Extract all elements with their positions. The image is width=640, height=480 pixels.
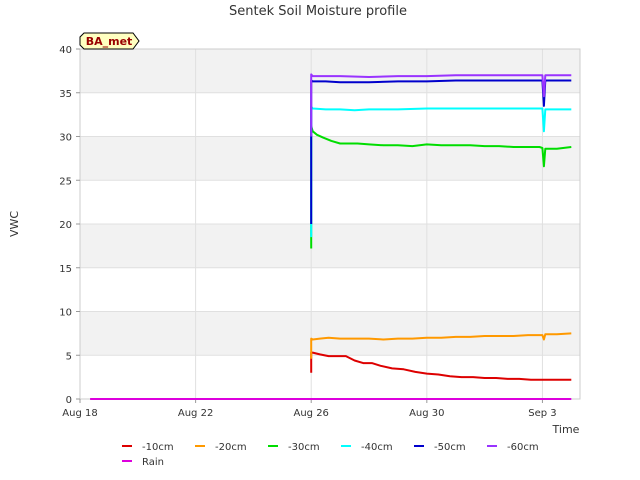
series-line-60cm [310, 73, 572, 137]
legend-label: Rain [142, 457, 164, 468]
series-line-40cm [310, 105, 572, 238]
y-tick-label: 20 [59, 220, 72, 231]
series-line-20cm [310, 332, 572, 359]
x-tick-label: Aug 26 [293, 408, 328, 419]
legend-label: -30cm [288, 442, 320, 453]
x-tick-label: Sep 3 [528, 408, 556, 419]
series-line-30cm [310, 125, 572, 249]
y-tick-label: 0 [66, 395, 72, 406]
background-band [80, 311, 580, 356]
x-tick-label: Aug 22 [178, 408, 213, 419]
legend-label: -50cm [434, 442, 466, 453]
x-axis-label: Time [552, 423, 580, 436]
site-label-box [79, 32, 140, 50]
legend-label: -20cm [215, 442, 247, 453]
y-tick-label: 30 [59, 133, 72, 144]
background-band [80, 49, 580, 93]
legend-label: -40cm [361, 442, 393, 453]
background-band [80, 224, 580, 268]
y-tick-label: 40 [59, 45, 72, 56]
y-tick-label: 5 [66, 351, 72, 362]
y-tick-label: 15 [59, 264, 72, 275]
y-tick-label: 10 [59, 308, 72, 319]
series-lines [90, 73, 572, 400]
chart-legend: -10cm -20cm -30cm -40cm -50cm -60cm Rain [122, 442, 539, 468]
plot-background-bands [80, 49, 580, 356]
y-axis-ticks: 0 5 10 15 20 25 30 35 40 [59, 45, 80, 406]
y-tick-label: 35 [59, 89, 72, 100]
background-band [80, 136, 580, 181]
x-axis-ticks: Aug 18 Aug 22 Aug 26 Aug 30 Sep 3 [62, 399, 557, 419]
site-label-tag: BA_met [79, 32, 140, 50]
y-axis-label: VWC [8, 211, 21, 237]
legend-label: -60cm [507, 442, 539, 453]
site-label-text: BA_met [86, 35, 133, 48]
x-tick-label: Aug 30 [409, 408, 444, 419]
chart-title: Sentek Soil Moisture profile [229, 4, 407, 19]
x-tick-label: Aug 18 [62, 408, 97, 419]
legend-label: -10cm [142, 442, 174, 453]
y-tick-label: 25 [59, 176, 72, 187]
series-line-50cm [310, 79, 572, 224]
series-line-10cm [310, 351, 572, 381]
